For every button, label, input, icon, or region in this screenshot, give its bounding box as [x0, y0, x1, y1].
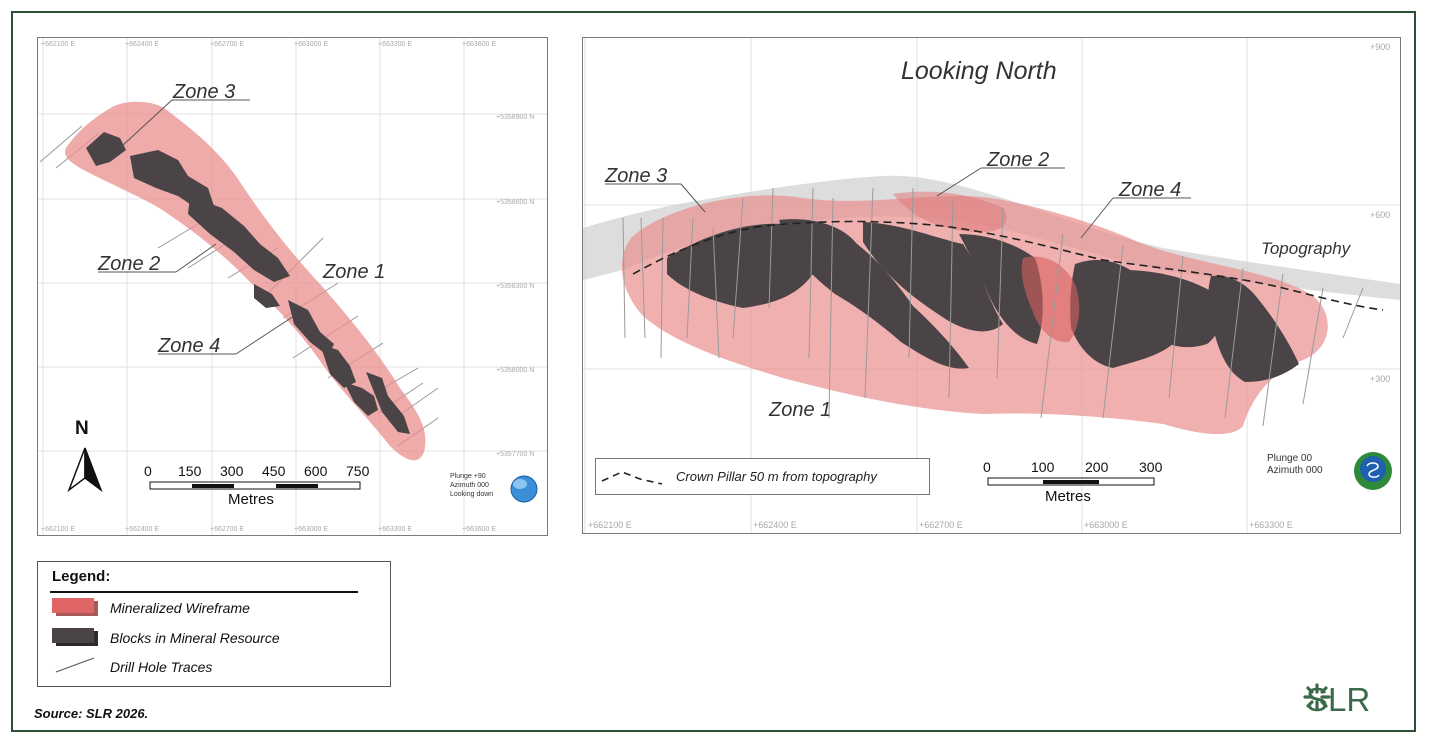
crown-pillar-line [632, 220, 1384, 311]
legend-item-drill: Drill Hole Traces [110, 659, 213, 675]
section-bottom-tick-3: +663000 E [1084, 520, 1128, 530]
legend-rule [50, 591, 358, 593]
right-tick-2: +5358300 N [496, 283, 534, 290]
plan-leaders [98, 99, 295, 355]
section-scale-tick-3: 300 [1139, 459, 1163, 475]
crown-pillar-legend: Crown Pillar 50 m from topography [595, 458, 930, 495]
topography-label: Topography [1261, 239, 1352, 258]
bottom-tick-3: +663000 E [294, 526, 328, 533]
section-blocks [667, 219, 1299, 382]
plan-scale-tick-1: 150 [178, 463, 202, 479]
section-scale-tick-1: 100 [1031, 459, 1055, 475]
section-right-tick-1: +300 [1370, 374, 1390, 384]
top-tick-3: +663000 E [294, 41, 328, 48]
crown-pillar-text: Crown Pillar 50 m from topography [676, 469, 877, 484]
north-arrow-icon [67, 447, 103, 493]
bottom-tick-1: +662400 E [125, 526, 159, 533]
section-zone1-label: Zone 1 [768, 399, 831, 421]
section-wireframe-zone4 [1021, 256, 1080, 343]
section-right-tick-0: +600 [1370, 210, 1390, 220]
section-view-map: +900 +600 +300 +662100 E +662400 E +6627… [583, 38, 1400, 533]
top-tick-5: +663600 E [462, 41, 496, 48]
section-bottom-tick-4: +663300 E [1249, 520, 1293, 530]
bottom-tick-4: +663300 E [378, 526, 412, 533]
section-zone3-label: Zone 3 [604, 165, 667, 187]
section-scale-bar [987, 477, 1155, 486]
plan-scale-tick-4: 600 [304, 463, 328, 479]
section-scale-tick-0: 0 [983, 459, 991, 475]
plan-scale-tick-5: 750 [346, 463, 370, 479]
section-bottom-tick-2: +662700 E [919, 520, 963, 530]
bottom-tick-0: +662100 E [41, 526, 75, 533]
plan-view-note-1: Azimuth 000 [450, 482, 489, 489]
plan-scale-ticks: 0 150 300 450 600 750 [144, 463, 370, 479]
wireframe-swatch [52, 598, 98, 616]
section-bottom-tick-0: +662100 E [588, 520, 632, 530]
section-scale-ticks: 0 100 200 300 [983, 459, 1163, 475]
section-zone2-label: Zone 2 [986, 149, 1049, 171]
plan-view-note-0: Plunge +90 [450, 473, 486, 480]
section-zone4-label: Zone 4 [1118, 179, 1181, 201]
legend-item-wireframe: Mineralized Wireframe [110, 600, 250, 616]
bottom-tick-2: +662700 E [210, 526, 244, 533]
plan-scale-tick-2: 300 [220, 463, 244, 479]
plan-view-map: +662100 E +662400 E +662700 E +663000 E … [38, 38, 547, 535]
plan-scale-unit: Metres [228, 491, 274, 508]
section-view-note-0: Plunge 00 [1267, 453, 1312, 464]
legend-item-blocks: Blocks in Mineral Resource [110, 630, 280, 646]
plan-blocks [86, 132, 410, 434]
section-title: Looking North [901, 57, 1057, 85]
bottom-tick-5: +663600 E [462, 526, 496, 533]
legend-title: Legend: [52, 568, 111, 585]
section-scale-tick-2: 200 [1085, 459, 1109, 475]
top-tick-0: +662100 E [41, 41, 75, 48]
drill-hole-swatch [55, 657, 95, 673]
right-tick-1: +5358600 N [496, 199, 534, 206]
plan-scale-tick-3: 450 [262, 463, 286, 479]
plan-zone3-label: Zone 3 [172, 81, 235, 103]
source-note: Source: SLR 2026. [34, 706, 149, 721]
plan-scale-tick-0: 0 [144, 463, 152, 479]
globe-icon [1354, 452, 1392, 490]
section-view-panel: +900 +600 +300 +662100 E +662400 E +6627… [582, 37, 1401, 534]
plan-zone1-label: Zone 1 [322, 261, 385, 283]
crown-pillar-dash-icon [601, 471, 663, 485]
plan-zone4-label: Zone 4 [157, 335, 220, 357]
section-drill-hole-traces [622, 187, 1364, 427]
section-wireframe-upper [893, 191, 1007, 233]
top-tick-4: +663300 E [378, 41, 412, 48]
north-label: N [75, 418, 89, 439]
right-tick-3: +5358000 N [496, 367, 534, 374]
legend-box: Legend: Mineralized Wireframe Blocks in … [37, 561, 391, 687]
globe-icon [510, 475, 538, 503]
plan-zone2-label: Zone 2 [97, 253, 160, 275]
plan-scale-bar [149, 481, 361, 490]
top-tick-1: +662400 E [125, 41, 159, 48]
right-tick-0: +5358900 N [496, 114, 534, 121]
section-leaders [605, 167, 1191, 239]
blocks-swatch [52, 628, 98, 646]
top-tick-2: +662700 E [210, 41, 244, 48]
section-scale-unit: Metres [1045, 488, 1091, 505]
slr-logo: SLR [1302, 682, 1370, 718]
plan-view-panel: +662100 E +662400 E +662700 E +663000 E … [37, 37, 548, 536]
plan-view-note-2: Looking down [450, 491, 493, 498]
section-view-note-1: Azimuth 000 [1267, 465, 1323, 476]
right-tick-4: +5357700 N [496, 451, 534, 458]
section-top-tick-0: +900 [1370, 42, 1390, 52]
slr-logo-icon [1303, 683, 1331, 711]
section-bottom-tick-1: +662400 E [753, 520, 797, 530]
